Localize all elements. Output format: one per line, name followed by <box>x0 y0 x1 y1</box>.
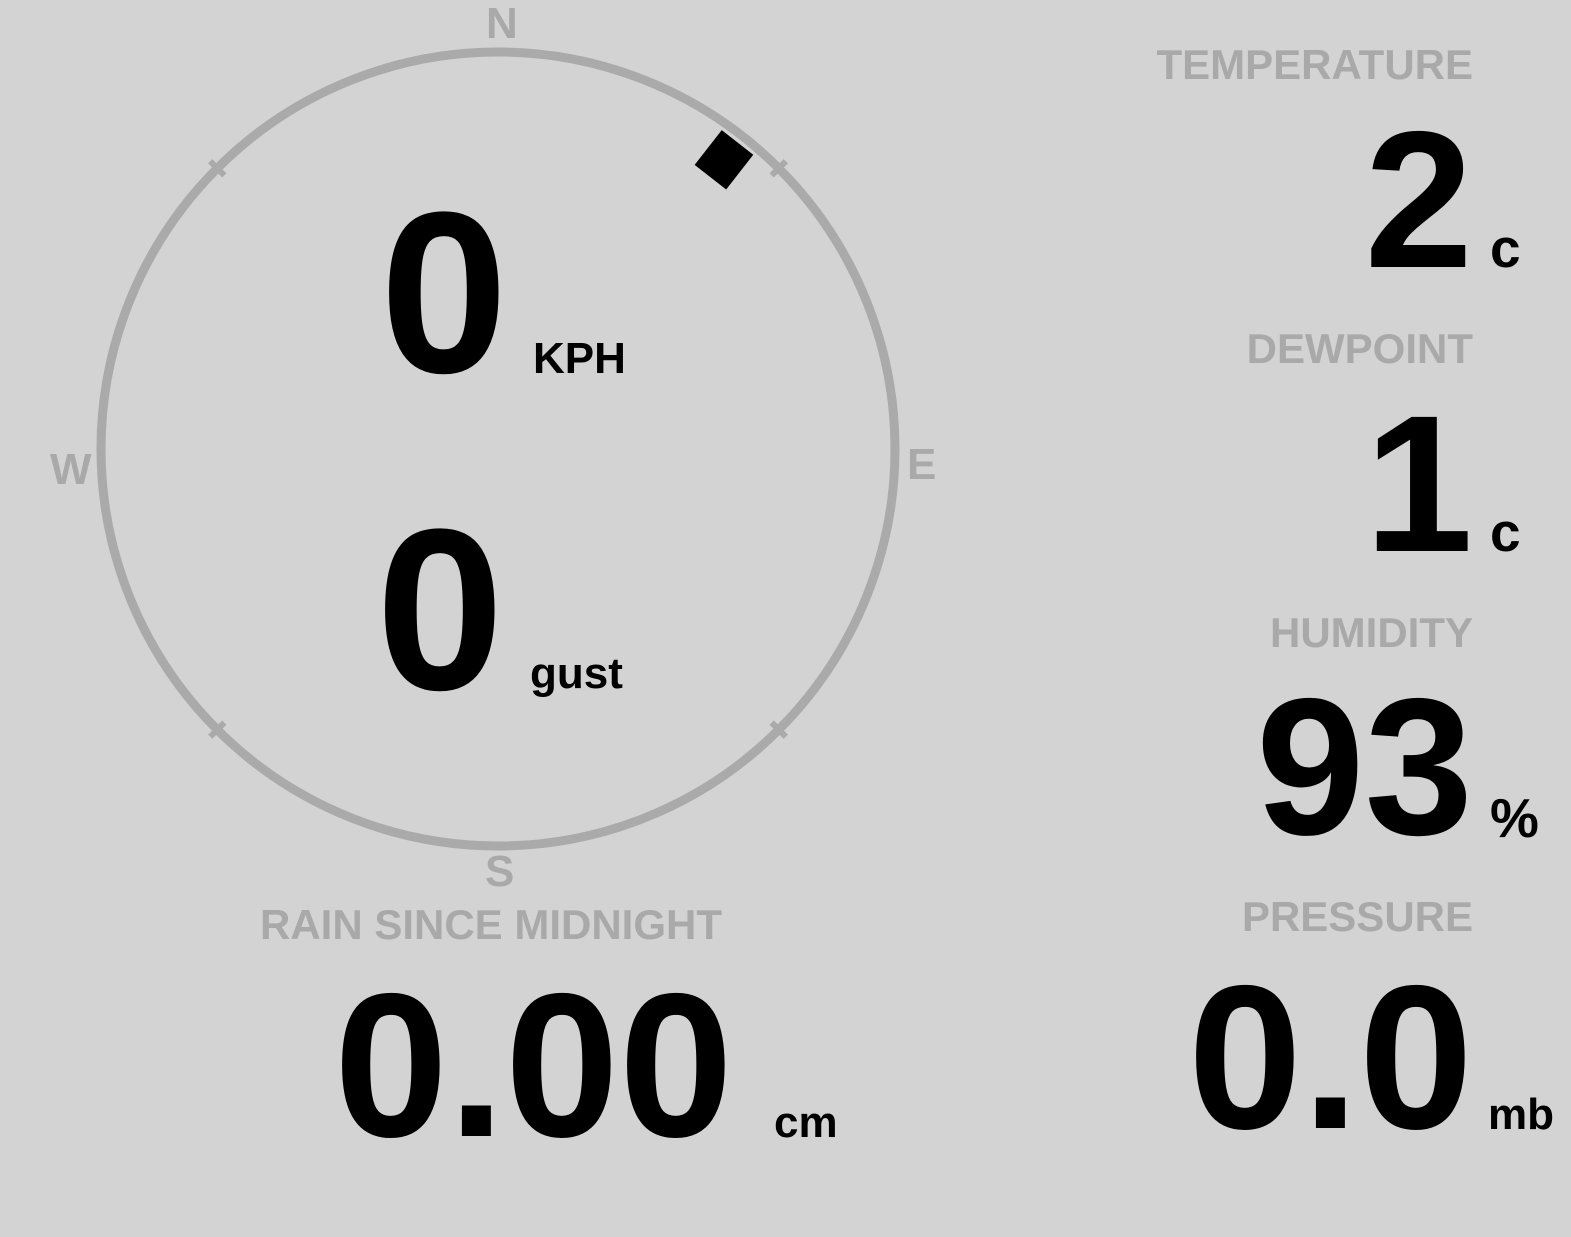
compass-tick <box>208 720 227 739</box>
compass-south-label: S <box>485 847 515 896</box>
gust-unit: gust <box>530 649 623 698</box>
pressure-label: PRESSURE <box>1241 893 1473 940</box>
humidity-value: 93 <box>1256 658 1473 876</box>
rain-label: RAIN SINCE MIDNIGHT <box>260 901 722 948</box>
rain-unit: cm <box>774 1098 838 1147</box>
dewpoint-label: DEWPOINT <box>1246 325 1473 372</box>
temperature-label: TEMPERATURE <box>1156 41 1473 88</box>
temperature-value: 2 <box>1364 91 1473 309</box>
dewpoint-unit: c <box>1490 501 1521 563</box>
wind-direction-marker <box>694 130 754 190</box>
compass-tick <box>769 159 788 178</box>
temperature-unit: c <box>1490 217 1521 279</box>
pressure-unit: mb <box>1488 1090 1554 1139</box>
compass-north-label: N <box>486 0 518 48</box>
compass-ring <box>96 47 900 851</box>
humidity-label: HUMIDITY <box>1270 609 1473 656</box>
pressure-value: 0.0 <box>1188 943 1473 1172</box>
compass-east-label: E <box>907 440 937 489</box>
compass-tick <box>769 720 788 739</box>
gust-value: 0 <box>376 481 504 738</box>
rain-value: 0.00 <box>334 951 733 1180</box>
compass-west-label: W <box>50 445 92 494</box>
wind-speed-unit: KPH <box>533 334 626 383</box>
wind-speed-value: 0 <box>380 164 508 421</box>
compass-tick <box>208 159 227 178</box>
dewpoint-value: 1 <box>1364 375 1473 593</box>
humidity-unit: % <box>1490 787 1539 849</box>
